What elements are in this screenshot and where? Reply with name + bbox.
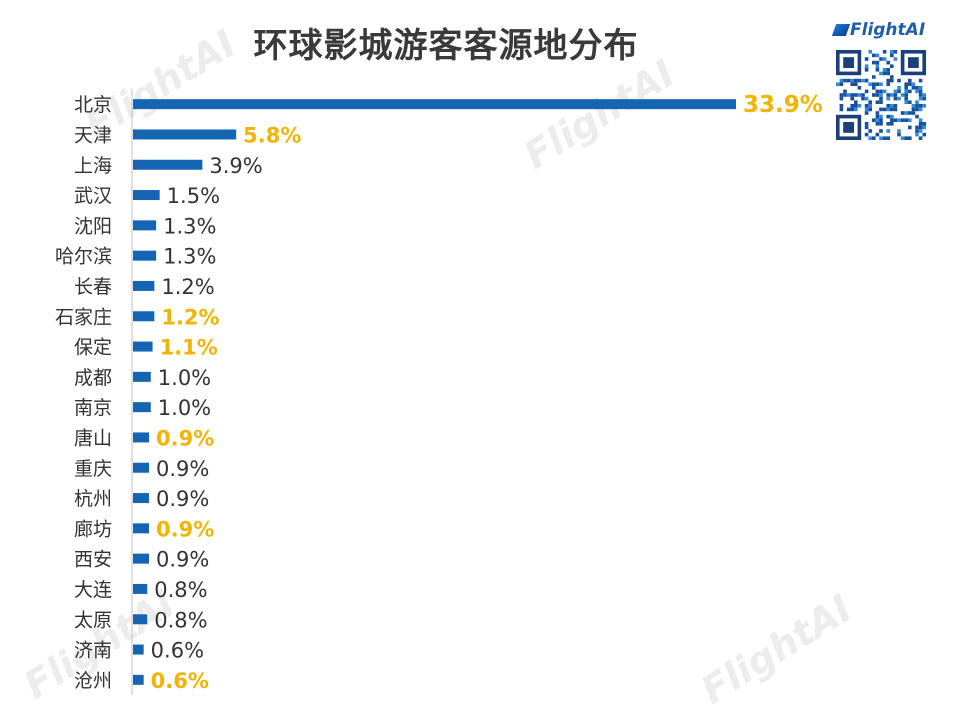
category-label: 沧州 <box>74 670 112 692</box>
value-label: 3.9% <box>209 154 262 178</box>
category-label: 天津 <box>74 124 112 146</box>
value-label: 1.1% <box>160 336 218 360</box>
value-label: 0.9% <box>156 487 209 511</box>
watermark: FlightAI <box>516 51 682 177</box>
bars: 北京 33.9% 天津 5.8% 上海 3.9% 武汉 1.5% 沈阳 1.3% 哈尔滨 1.3% 长春… <box>55 89 823 695</box>
category-label: 南京 <box>74 397 112 419</box>
bar <box>133 280 155 291</box>
brand-logo: FlightAI <box>831 20 926 40</box>
bar <box>133 644 144 655</box>
category-label: 济南 <box>74 640 112 662</box>
value-label: 1.2% <box>161 275 214 299</box>
category-label: 太原 <box>74 609 112 631</box>
bar <box>133 523 150 534</box>
bar <box>133 190 160 201</box>
chart-title: 环球影城游客客源地分布 <box>253 26 639 66</box>
bar <box>133 250 157 261</box>
value-label: 1.5% <box>167 184 220 208</box>
value-label: 0.8% <box>154 608 207 632</box>
category-label: 廊坊 <box>74 518 112 540</box>
category-label: 哈尔滨 <box>55 246 112 268</box>
bar <box>133 371 151 382</box>
bar <box>133 614 148 625</box>
bar <box>133 341 153 352</box>
category-label: 保定 <box>74 337 112 359</box>
bar <box>133 674 144 685</box>
bar <box>133 493 150 504</box>
category-label: 上海 <box>74 155 112 177</box>
bar <box>133 432 150 443</box>
category-label: 沈阳 <box>74 215 112 237</box>
bar <box>133 129 237 140</box>
category-label: 长春 <box>74 276 112 298</box>
bar <box>133 402 151 413</box>
category-label: 武汉 <box>74 185 112 207</box>
value-label: 1.0% <box>158 366 211 390</box>
value-label: 1.0% <box>158 396 211 420</box>
category-label: 石家庄 <box>55 306 112 328</box>
category-label: 唐山 <box>74 427 112 449</box>
value-label: 0.9% <box>156 548 209 572</box>
bar <box>133 220 157 231</box>
value-label: 5.8% <box>243 123 301 147</box>
bar <box>133 553 150 564</box>
category-label: 北京 <box>74 94 112 116</box>
value-label: 1.3% <box>163 245 216 269</box>
value-label: 0.9% <box>156 457 209 481</box>
bar <box>133 99 736 110</box>
value-label: 0.9% <box>156 426 214 450</box>
qr-code-icon <box>836 50 926 140</box>
value-label: 0.8% <box>154 578 207 602</box>
bar <box>133 462 150 473</box>
category-label: 大连 <box>74 579 112 601</box>
value-label: 0.9% <box>156 517 214 541</box>
value-label: 33.9% <box>743 92 823 118</box>
value-label: 0.6% <box>151 669 209 693</box>
value-label: 1.2% <box>161 305 219 329</box>
brand-name: FlightAI <box>850 20 926 40</box>
watermarks: FlightAI FlightAI FlightAI FlightAI <box>16 21 859 712</box>
category-label: 西安 <box>74 549 112 571</box>
category-label: 成都 <box>74 367 112 389</box>
watermark: FlightAI <box>693 586 859 712</box>
value-label: 0.6% <box>151 639 204 663</box>
bar <box>133 583 148 594</box>
category-label: 杭州 <box>74 488 112 510</box>
bar <box>133 159 203 170</box>
value-label: 1.3% <box>163 214 216 238</box>
bar <box>133 311 155 322</box>
category-label: 重庆 <box>74 458 112 480</box>
